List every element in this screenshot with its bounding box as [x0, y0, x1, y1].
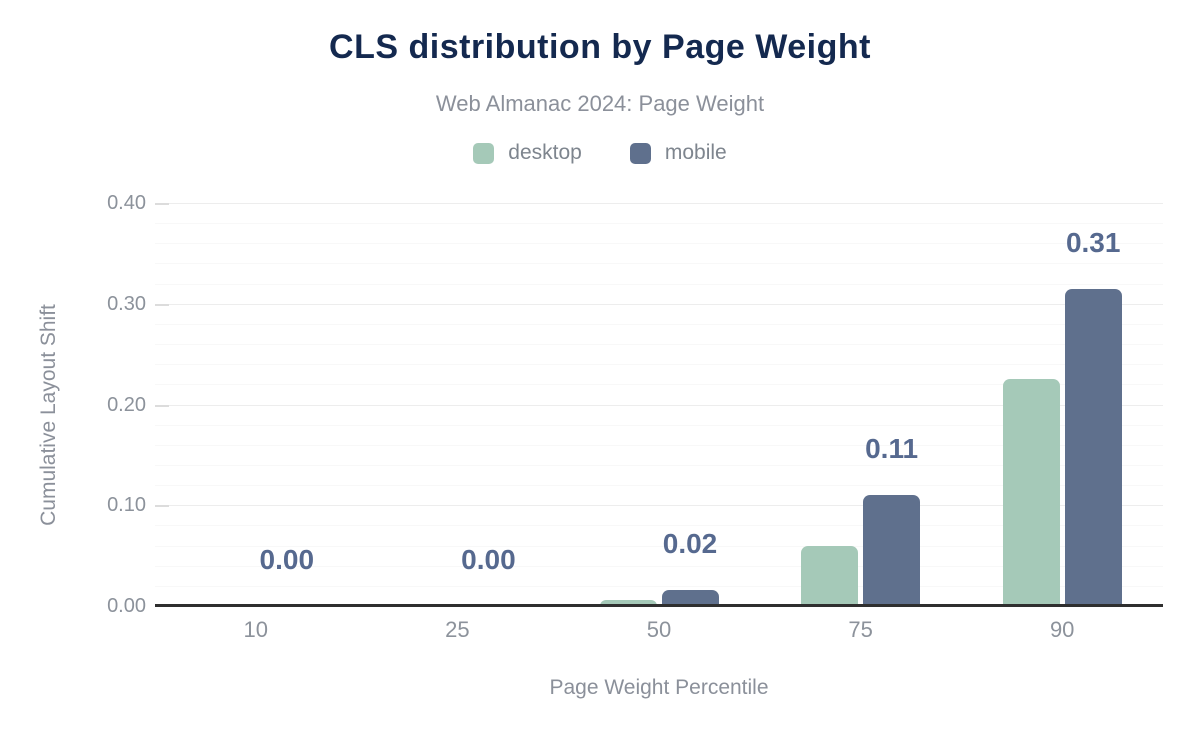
major-gridline	[155, 303, 1163, 305]
legend: desktop mobile	[0, 141, 1200, 165]
minor-gridline	[155, 485, 1163, 487]
chart-title: CLS distribution by Page Weight	[329, 28, 871, 66]
bar-mobile-50[interactable]	[661, 590, 719, 606]
y-tick-label: 0.00	[107, 595, 146, 617]
legend-item-mobile[interactable]: mobile	[629, 141, 727, 165]
data-label: 0.00	[259, 544, 315, 575]
legend-label-desktop: desktop	[508, 141, 582, 164]
minor-gridline	[155, 344, 1163, 346]
minor-gridline	[155, 424, 1163, 426]
minor-gridline	[155, 384, 1163, 386]
bar-mobile-75[interactable]	[863, 495, 921, 606]
minor-gridline	[155, 223, 1163, 225]
x-tick-label: 25	[445, 617, 470, 642]
minor-gridline	[155, 283, 1163, 285]
y-tick-mark	[155, 404, 169, 407]
plot-area: 0.00 0.00 0.02 0.11 0.31	[155, 203, 1163, 606]
legend-label-mobile: mobile	[664, 141, 727, 164]
minor-gridline	[155, 364, 1163, 366]
y-tick-label: 0.40	[107, 192, 146, 214]
bar-desktop-50[interactable]	[599, 600, 657, 606]
major-gridline	[155, 203, 1163, 204]
y-tick-label: 0.30	[107, 292, 146, 315]
x-tick-label: 10	[243, 617, 269, 642]
chart-subtitle: Web Almanac 2024: Page Weight	[435, 91, 765, 116]
bar-desktop-75[interactable]	[801, 546, 859, 606]
minor-gridline	[155, 263, 1163, 265]
desktop-swatch-icon	[473, 142, 495, 164]
y-tick-label: 0.20	[107, 393, 146, 416]
y-tick-label: 0.10	[107, 494, 146, 517]
minor-gridline	[155, 243, 1163, 245]
y-tick-mark	[155, 303, 169, 306]
major-gridline	[155, 505, 1163, 507]
x-tick-label: 50	[646, 617, 672, 642]
minor-gridline	[155, 585, 1163, 587]
y-axis-title: Cumulative Layout Shift	[37, 304, 60, 526]
mobile-swatch-icon	[629, 142, 651, 164]
x-tick-label: 75	[848, 617, 873, 642]
y-tick-mark	[155, 203, 169, 205]
minor-gridline	[155, 323, 1163, 325]
legend-item-desktop[interactable]: desktop	[473, 141, 582, 165]
data-label: 0.00	[461, 544, 516, 575]
data-label: 0.31	[1065, 227, 1121, 258]
x-axis-line	[155, 604, 1163, 607]
minor-gridline	[155, 565, 1163, 567]
y-tick-mark	[155, 505, 169, 508]
major-gridline	[155, 404, 1163, 406]
bar-mobile-90[interactable]	[1064, 289, 1122, 606]
bar-desktop-90[interactable]	[1002, 379, 1060, 606]
minor-gridline	[155, 464, 1163, 466]
minor-gridline	[155, 525, 1163, 527]
x-axis-title: Page Weight Percentile	[549, 676, 769, 699]
data-label: 0.11	[865, 433, 919, 464]
x-tick-label: 90	[1049, 617, 1075, 642]
data-label: 0.02	[662, 528, 718, 559]
minor-gridline	[155, 545, 1163, 547]
minor-gridline	[155, 444, 1163, 446]
